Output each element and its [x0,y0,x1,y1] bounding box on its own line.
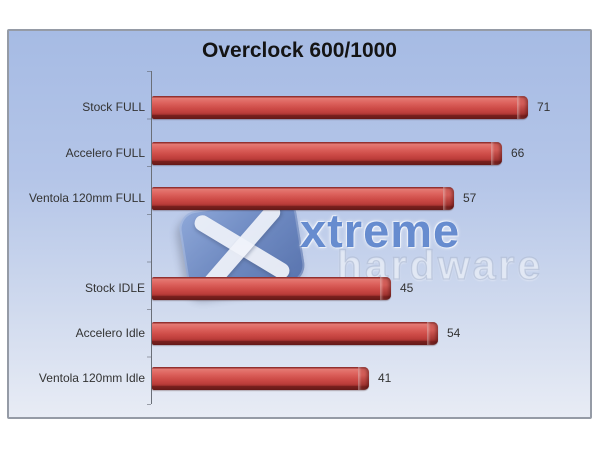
bar-end-cap [491,142,502,165]
watermark-text-xtreme: xtreme [300,204,461,257]
bar [152,367,369,390]
value-label: 45 [400,281,414,295]
bar [152,322,438,345]
bar-row: Stock FULL 71 [9,96,590,119]
value-label: 71 [537,100,551,114]
bar-row: Accelero FULL 66 [9,142,590,165]
bar-row: Ventola 120mm Idle 41 [9,367,590,390]
chart-area: Overclock 600/1000 xtreme hardware Stock… [7,29,592,419]
bar-end-cap [443,187,454,210]
bar-end-cap [517,96,528,119]
category-label: Ventola 120mm FULL [28,191,145,205]
category-axis-line [151,71,152,404]
xtreme-hardware-watermark: xtreme hardware [174,195,584,327]
category-label: Ventola 120mm Idle [38,371,145,385]
value-label: 41 [378,371,392,385]
bar-end-cap [380,277,391,300]
bar-end-cap [358,367,369,390]
bar-row: Ventola 120mm FULL 57 [9,187,590,210]
bar-row: Accelero Idle 54 [9,322,590,345]
bar [152,277,391,300]
chart-title: Overclock 600/1000 [202,39,397,62]
value-label: 66 [511,146,525,160]
category-label: Stock FULL [82,100,145,114]
bar [152,187,454,210]
category-label: Accelero FULL [65,146,145,160]
category-label: Accelero Idle [75,326,145,340]
bar-row: Stock IDLE 45 [9,277,590,300]
x-cross-icon [191,212,293,282]
value-label: 57 [463,191,477,205]
value-label: 54 [447,326,461,340]
bar [152,142,502,165]
category-label: Stock IDLE [84,281,145,295]
bar [152,96,528,119]
category-axis-ticks [147,71,151,405]
bar-end-cap [427,322,438,345]
